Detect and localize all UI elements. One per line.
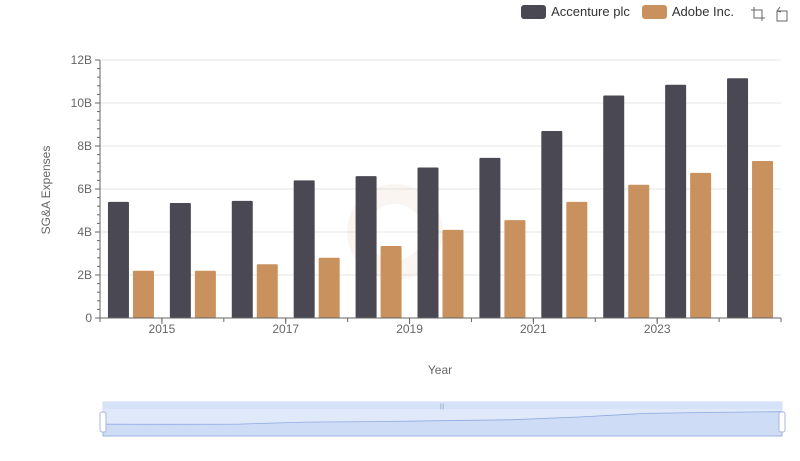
toolbox bbox=[750, 6, 790, 22]
bar bbox=[566, 201, 588, 318]
x-tick-label: 2019 bbox=[396, 322, 423, 336]
bar bbox=[752, 161, 774, 318]
bar bbox=[442, 229, 464, 318]
bar bbox=[169, 202, 191, 318]
bar bbox=[318, 257, 340, 318]
x-tick-label: 2015 bbox=[149, 322, 176, 336]
y-axis: 0 2B 4B 6B 8B 10B 12B bbox=[71, 53, 101, 325]
slider-data-shadow bbox=[102, 411, 783, 437]
bar bbox=[355, 176, 377, 318]
y-tick-label: 0 bbox=[85, 311, 92, 325]
restore-icon[interactable] bbox=[774, 6, 790, 22]
slider-top-bar[interactable] bbox=[103, 402, 782, 409]
bars bbox=[107, 78, 774, 319]
legend-swatch-accenture bbox=[521, 4, 547, 19]
y-tick-label: 8B bbox=[77, 139, 92, 153]
legend-label-adobe: Adobe Inc. bbox=[671, 4, 734, 19]
x-axis: 2015 2017 2019 2021 2023 bbox=[99, 317, 782, 336]
y-tick-label: 4B bbox=[77, 225, 92, 239]
y-axis-label: SG&A Expenses bbox=[39, 146, 53, 235]
bar bbox=[603, 95, 625, 318]
bar bbox=[665, 84, 687, 318]
y-tick-label: 6B bbox=[77, 182, 92, 196]
legend-item-adobe[interactable]: Adobe Inc. bbox=[641, 4, 734, 19]
bar bbox=[541, 130, 563, 318]
bar bbox=[107, 201, 129, 318]
bar bbox=[417, 167, 439, 318]
legend-swatch-adobe bbox=[641, 4, 667, 19]
bar bbox=[690, 172, 712, 318]
x-tick-label: 2023 bbox=[644, 322, 671, 336]
slider-handle-left[interactable] bbox=[99, 411, 107, 433]
bar bbox=[727, 78, 749, 319]
legend-label-accenture: Accenture plc bbox=[551, 4, 630, 19]
bar bbox=[132, 270, 154, 318]
zoom-icon[interactable] bbox=[750, 6, 766, 22]
bar bbox=[194, 270, 216, 318]
bar bbox=[479, 157, 501, 318]
legend: Accenture plc Adobe Inc. bbox=[521, 4, 734, 19]
x-tick-label: 2017 bbox=[272, 322, 299, 336]
y-tick-label: 10B bbox=[71, 96, 92, 110]
x-axis-label: Year bbox=[428, 363, 452, 377]
slider-handle-right[interactable] bbox=[778, 411, 786, 433]
x-tick-label: 2021 bbox=[520, 322, 547, 336]
y-tick-label: 12B bbox=[71, 53, 92, 67]
y-tick-label: 2B bbox=[77, 268, 92, 282]
bar bbox=[504, 220, 526, 318]
slider-grip[interactable]: ||| bbox=[440, 404, 445, 410]
bar bbox=[293, 180, 315, 318]
legend-item-accenture[interactable]: Accenture plc bbox=[521, 4, 630, 19]
bar bbox=[380, 245, 402, 318]
bar bbox=[231, 200, 253, 318]
bar bbox=[256, 264, 278, 318]
data-zoom-slider: ||| bbox=[99, 401, 786, 437]
bar bbox=[628, 184, 650, 318]
